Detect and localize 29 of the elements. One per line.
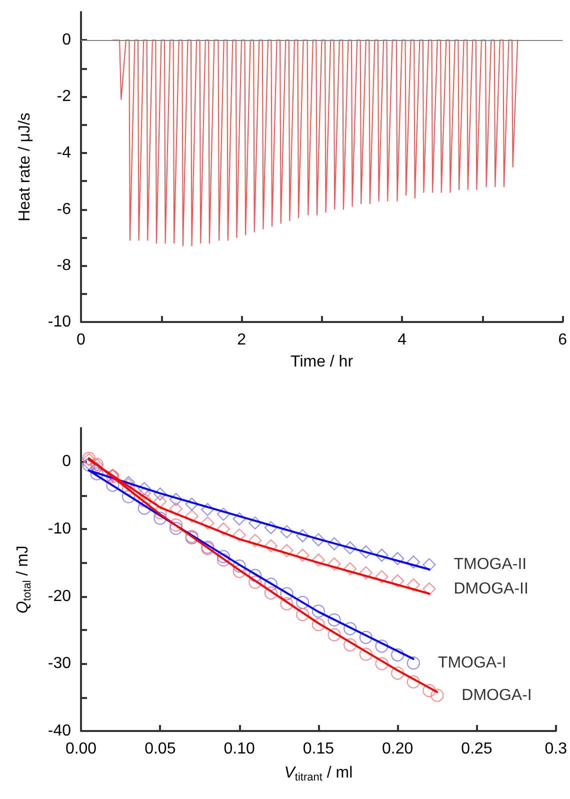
series-label: DMOGA-I [462, 686, 532, 704]
series-label: TMOGA-II [454, 556, 527, 574]
x-tick-label: 0.25 [461, 740, 492, 758]
y-axis-title: Heat rate / μJ/s [16, 112, 34, 222]
x-tick-label: 0.20 [382, 740, 414, 758]
x-tick-label: 0.10 [224, 740, 255, 758]
y-tick-label: -4 [56, 144, 72, 162]
series-label: DMOGA-II [454, 580, 528, 598]
x-tick-label: 0.15 [302, 740, 334, 758]
x-tick-label: 6 [558, 332, 568, 348]
y-tick-label: -20 [48, 588, 72, 605]
series-label: TMOGA-I [438, 654, 506, 672]
x-tick-label: 0.3 [544, 740, 568, 758]
y-axis-title: Qtotal / mJ [14, 546, 34, 614]
x-tick-label: 0.05 [144, 740, 176, 758]
x-axis-title: Time / hr [290, 354, 354, 370]
x-tick-label: 0.00 [65, 740, 97, 758]
x-tick-label: 4 [398, 332, 407, 348]
y-tick-label: -40 [48, 722, 72, 740]
y-tick-label: -8 [56, 257, 72, 274]
y-tick-label: -10 [48, 520, 72, 538]
x-tick-label: 2 [237, 332, 246, 348]
x-tick-label: 0 [76, 332, 86, 348]
y-tick-label: -10 [48, 314, 72, 330]
y-tick-label: 0 [62, 32, 72, 49]
y-tick-label: -30 [48, 655, 72, 672]
y-tick-label: -6 [56, 200, 72, 218]
y-tick-label: -2 [56, 88, 72, 106]
y-tick-label: 0 [62, 453, 72, 470]
